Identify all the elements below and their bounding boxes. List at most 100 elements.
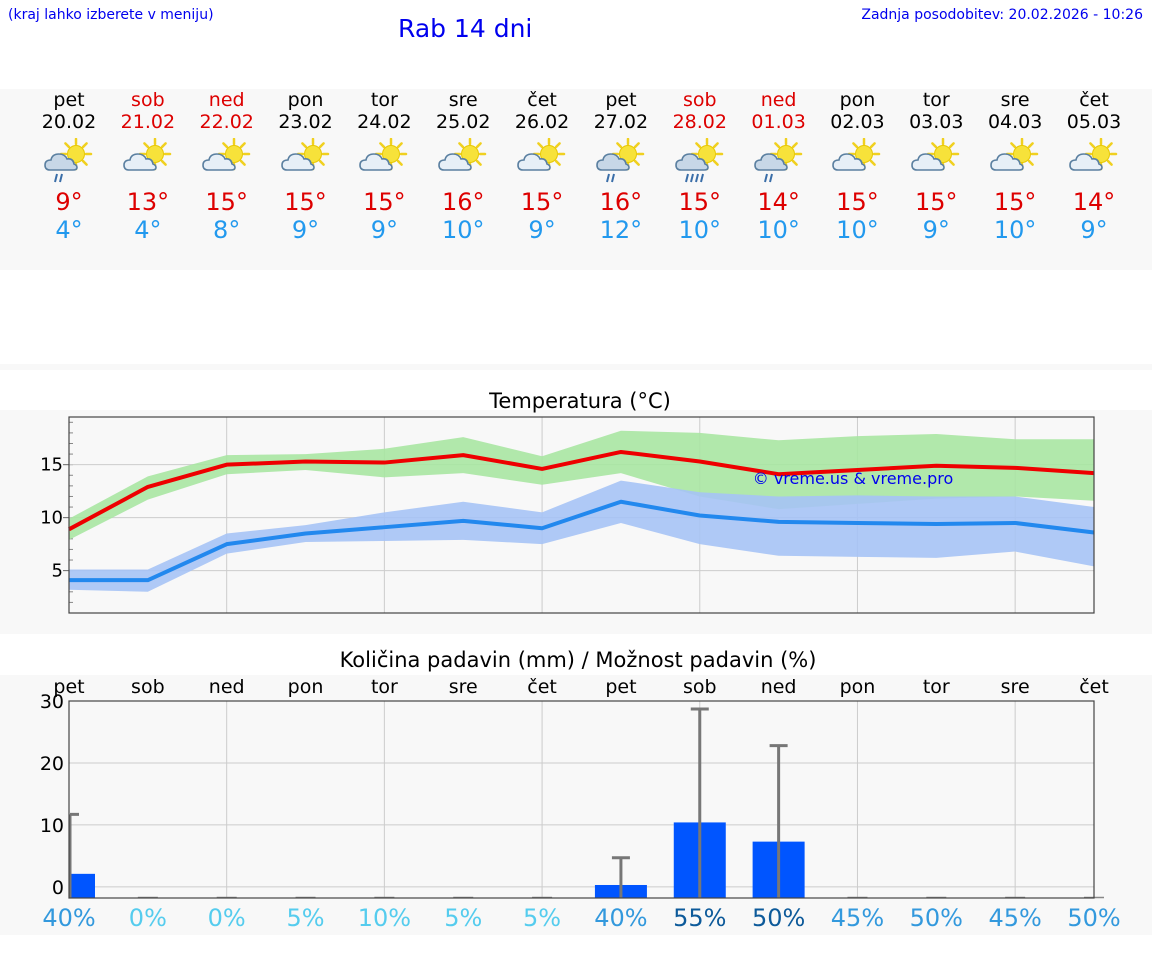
day-name: ned — [760, 89, 797, 111]
band-max — [69, 430, 1094, 540]
day-date: 01.03 — [751, 111, 806, 133]
sun-cloud-icon — [832, 138, 881, 171]
last-updated: Zadnja posodobitev: 20.02.2026 - 10:26 — [861, 7, 1143, 23]
forecast-day: tor 24.02 15° 9° — [345, 89, 424, 244]
day-name: pon — [839, 89, 876, 111]
max-temperature: 15° — [678, 188, 722, 216]
probability-label: 45% — [831, 904, 884, 932]
day-name: sre — [448, 89, 478, 111]
min-temperature: 10° — [678, 216, 722, 244]
max-temperature: 15° — [363, 188, 406, 216]
day-name: ned — [208, 89, 245, 111]
probability-label: 50% — [910, 904, 963, 932]
x-tick-label: ned — [761, 676, 797, 698]
x-tick-label: sob — [683, 676, 717, 698]
probability-label: 5% — [286, 904, 324, 932]
watermark: © vreme.us & vreme.pro — [753, 469, 954, 488]
sun-cloud-icon — [1069, 138, 1118, 171]
day-name: čet — [527, 89, 557, 111]
forecast-day: sob 28.02 15° 10° — [660, 89, 739, 244]
location-hint[interactable]: (kraj lahko izberete v meniju) — [8, 7, 214, 23]
forecast-day: tor 03.03 15° 9° — [897, 89, 976, 244]
max-temperature: 14° — [757, 188, 800, 216]
day-date: 24.02 — [357, 111, 412, 133]
max-temperature: 13° — [126, 188, 170, 216]
y-tick-label: 10 — [40, 815, 64, 837]
sun-cloud-light-rain-icon — [44, 138, 93, 183]
day-date: 27.02 — [593, 111, 649, 133]
y-tick-label: 20 — [40, 753, 64, 775]
x-tick-label: tor — [923, 676, 950, 698]
plot-frame — [68, 700, 1095, 899]
day-name: pet — [53, 89, 85, 111]
probability-label: 50% — [752, 904, 805, 932]
probability-label: 40% — [42, 904, 95, 932]
max-temperature: 9° — [55, 188, 83, 216]
probability-label: 55% — [673, 904, 726, 932]
y-tick-label: 0 — [52, 877, 64, 899]
probability-label: 50% — [1067, 904, 1120, 932]
x-tick-label: pon — [288, 676, 324, 698]
day-date: 28.02 — [672, 111, 727, 133]
probability-label: 45% — [988, 904, 1041, 932]
day-date: 26.02 — [514, 111, 570, 133]
probability-label: 5% — [523, 904, 561, 932]
day-date: 03.03 — [909, 111, 964, 133]
x-tick-label: sre — [449, 676, 478, 698]
separator-band — [0, 364, 1152, 370]
forecast-day: pet 27.02 16° 12° — [581, 89, 660, 244]
max-temperature: 15° — [205, 188, 248, 216]
sun-cloud-icon — [123, 138, 172, 171]
sun-cloud-icon — [280, 138, 329, 171]
min-temperature: 9° — [370, 216, 399, 244]
sun-cloud-icon — [990, 138, 1039, 171]
sun-cloud-icon — [359, 138, 408, 171]
forecast-day: pet 20.02 9° 4° — [30, 89, 109, 244]
day-date: 02.03 — [830, 111, 885, 133]
x-tick-label: sre — [1001, 676, 1030, 698]
min-temperature: 10° — [836, 216, 879, 244]
daily-forecast: pet 20.02 9° 4° sob 21.02 13° 4° ned 22.02 15° 8° po… — [0, 89, 1152, 259]
max-temperature: 16° — [599, 188, 643, 216]
forecast-day: čet 05.03 14° 9° — [1055, 89, 1134, 244]
precip-bar — [69, 873, 95, 898]
chart-title: Temperatura (°C) — [488, 389, 671, 413]
sun-cloud-icon — [911, 138, 960, 171]
day-date: 04.03 — [987, 111, 1043, 133]
max-temperature: 16° — [441, 188, 485, 216]
forecast-day: ned 22.02 15° 8° — [187, 89, 266, 244]
max-temperature: 15° — [915, 188, 958, 216]
line-min — [69, 499, 1095, 583]
day-date: 20.02 — [41, 111, 97, 133]
max-temperature: 15° — [520, 188, 564, 216]
day-name: sre — [1000, 89, 1030, 111]
x-tick-label: čet — [527, 676, 557, 698]
day-name: pon — [287, 89, 324, 111]
forecast-day: pon 02.03 15° 10° — [818, 89, 897, 244]
sun-cloud-icon — [517, 138, 566, 171]
temperature-chart: Temperatura (°C) 5 10 15 © vreme.us & vreme.… — [40, 389, 1095, 614]
day-name: sob — [131, 89, 165, 111]
sun-cloud-light-rain-icon — [753, 138, 802, 183]
day-date: 23.02 — [278, 111, 333, 133]
x-tick-label: pet — [605, 676, 636, 698]
min-temperature: 9° — [291, 216, 320, 244]
forecast-day: sre 25.02 16° 10° — [424, 89, 503, 244]
forecast-day: ned 01.03 14° 10° — [739, 89, 818, 244]
band-min — [69, 480, 1094, 592]
min-temperature: 10° — [757, 216, 800, 244]
plot-area — [69, 701, 1094, 898]
forecast-day: pon 23.02 15° 9° — [266, 89, 345, 244]
x-tick-label: ned — [209, 676, 245, 698]
forecast-day: sre 04.03 15° 10° — [976, 89, 1055, 244]
probability-label: 0% — [129, 904, 167, 932]
chart-title: Količina padavin (mm) / Možnost padavin … — [340, 648, 817, 672]
min-temperature: 8° — [213, 216, 241, 244]
day-date: 22.02 — [199, 111, 254, 133]
forecast-day: čet 26.02 15° 9° — [503, 89, 582, 244]
min-temperature: 9° — [1080, 216, 1108, 244]
day-name: pet — [605, 89, 637, 111]
y-tick-label: 5 — [52, 561, 63, 582]
day-name: tor — [370, 89, 398, 111]
plot-frame — [68, 416, 1095, 614]
